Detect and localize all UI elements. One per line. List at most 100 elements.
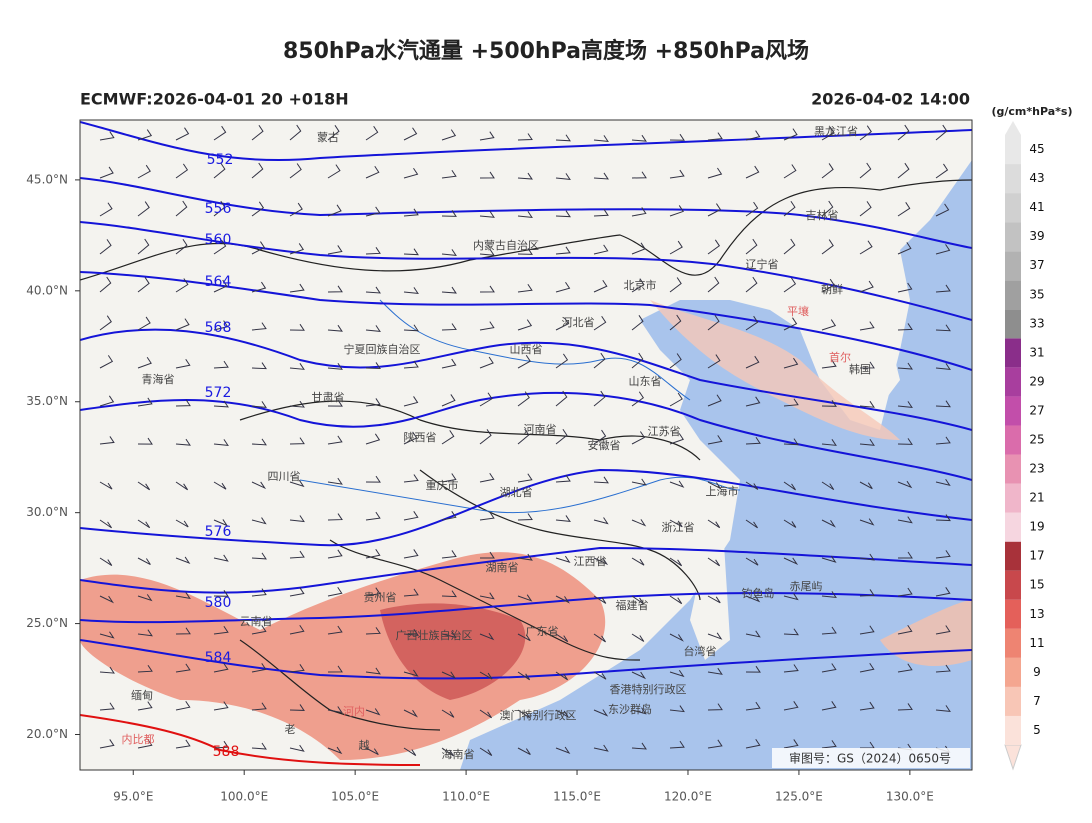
wind-barb: [745, 315, 759, 331]
wind-barb: [327, 204, 342, 217]
wind-barb: [441, 210, 457, 217]
wind-barb: [213, 481, 227, 490]
wind-barb: [631, 171, 647, 179]
wind-barb: [251, 625, 267, 635]
wind-barb: [289, 624, 305, 635]
wind-barb: [859, 361, 875, 369]
wind-barb: [707, 667, 723, 675]
contour-label: 572: [205, 385, 232, 401]
wind-barb: [99, 276, 112, 293]
wind-barb: [935, 514, 951, 522]
wind-barb: [137, 664, 153, 673]
wind-barb: [365, 548, 381, 559]
colorbar-tick-label: 11: [1029, 636, 1044, 650]
wind-barb: [859, 201, 872, 217]
wind-barb: [517, 248, 533, 255]
wind-barb: [593, 671, 607, 680]
wind-barb: [403, 167, 419, 179]
wind-barb: [99, 739, 115, 749]
wind-barb: [821, 319, 837, 331]
wind-barb: [365, 362, 381, 369]
wind-barb: [251, 702, 267, 711]
wind-barb: [631, 557, 645, 566]
wind-barb: [213, 162, 226, 179]
place: 首尔: [829, 350, 851, 364]
wind-barb: [821, 359, 837, 369]
wind-barb: [403, 511, 419, 521]
wind-barb: [289, 323, 305, 331]
wind-barb: [935, 363, 951, 371]
wind-barb: [783, 164, 797, 179]
wind-barb: [707, 239, 721, 255]
wind-barb: [935, 587, 951, 597]
wind-barb: [99, 355, 114, 369]
wind-barb: [745, 595, 761, 603]
contour-line: [80, 546, 972, 594]
wind-barb: [327, 746, 343, 755]
wind-barb: [213, 625, 229, 635]
wind-barb: [137, 129, 153, 141]
wind-barb: [897, 242, 912, 255]
wind-barb: [289, 163, 302, 179]
x-tick-label: 125.0°E: [775, 790, 823, 804]
wind-barb: [555, 555, 571, 564]
wind-barb: [707, 739, 723, 749]
wind-barb: [479, 392, 493, 407]
place: 湖北省: [500, 486, 533, 499]
moisture-flux: [80, 552, 606, 760]
place: 赤尾屿: [790, 580, 823, 593]
wind-barb: [175, 519, 189, 528]
wind-barb: [175, 438, 191, 446]
wind-barb: [479, 747, 493, 756]
wind-barb: [517, 633, 531, 642]
wind-barb: [669, 595, 683, 605]
wind-barb: [289, 744, 305, 752]
wind-barb: [555, 474, 571, 483]
wind-barb: [289, 437, 305, 445]
place: 福建省: [616, 598, 649, 612]
x-tick-label: 130.0°E: [886, 790, 934, 804]
wind-barb: [517, 283, 533, 293]
wind-barb: [289, 550, 305, 559]
colorbar-tick-label: 19: [1029, 520, 1044, 534]
x-tick-label: 120.0°E: [664, 790, 712, 804]
map-area: [80, 120, 972, 770]
wind-barb: [821, 740, 837, 749]
wind-barb: [213, 439, 229, 446]
wind-barb: [99, 202, 113, 217]
wind-barb: [593, 744, 609, 752]
place: 平壤: [787, 304, 809, 318]
wind-barb: [327, 549, 343, 559]
wind-barb: [859, 240, 873, 255]
wind-barb: [821, 591, 837, 598]
colorbar-segment: [1005, 686, 1021, 716]
wind-barb: [859, 400, 875, 408]
wind-barb: [593, 279, 608, 293]
wind-barb: [935, 284, 951, 293]
colorbar-tick-label: 39: [1029, 229, 1044, 243]
wind-barb: [517, 671, 531, 681]
wind-barb: [441, 169, 457, 179]
wind-barb: [555, 709, 569, 718]
wind-barb: [213, 400, 229, 408]
wind-barb: [137, 397, 153, 407]
wind-barb: [631, 134, 647, 142]
contour-line: [80, 468, 972, 547]
map-stamp: 审图号：GS（2024）0650号: [789, 751, 951, 766]
wind-barb: [669, 633, 684, 642]
colorbar-segment: [1005, 164, 1021, 194]
colorbar-tick-label: 23: [1029, 462, 1044, 476]
colorbar-tick-label: 9: [1033, 665, 1041, 679]
wind-barb: [859, 321, 875, 331]
x-tick-label: 115.0°E: [553, 790, 601, 804]
colorbar-tick-label: 7: [1033, 694, 1041, 708]
wind-barb: [403, 248, 419, 256]
wind-barb: [441, 249, 457, 256]
wind-barb: [99, 239, 112, 255]
wind-barb: [99, 557, 113, 566]
colorbar-segment: [1005, 309, 1021, 339]
wind-barb: [631, 671, 647, 680]
wind-barb: [745, 630, 761, 638]
wind-barb: [327, 477, 343, 485]
